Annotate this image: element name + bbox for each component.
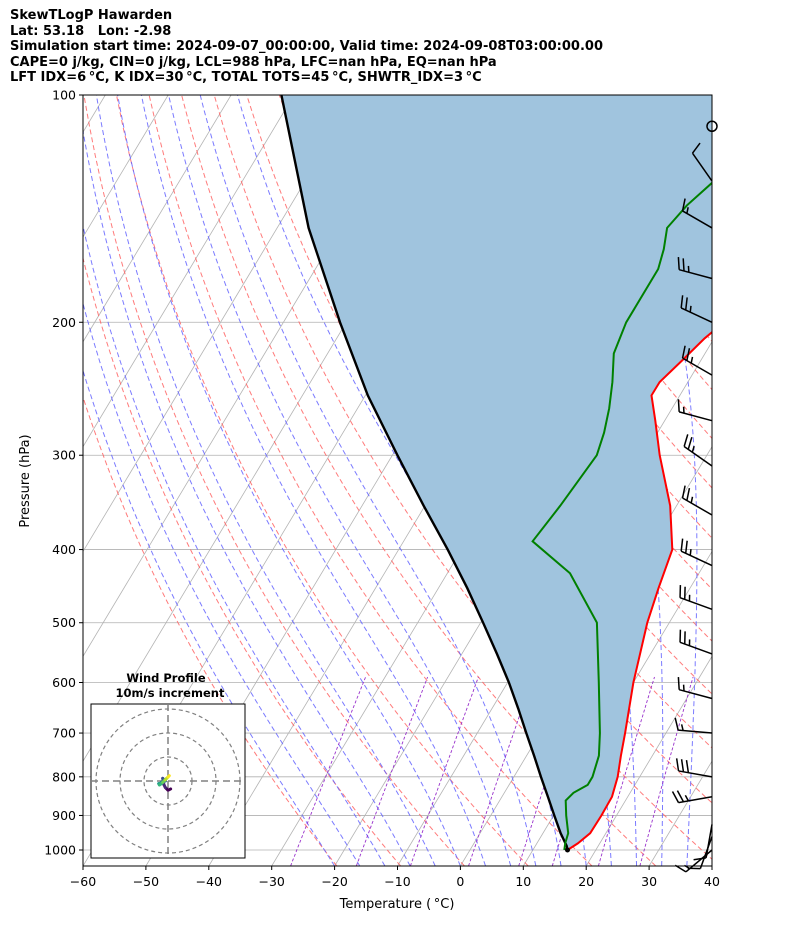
moist-adiabat-line [117, 95, 461, 866]
isotherm-line [585, 655, 712, 866]
moist-adiabat-line [709, 95, 712, 866]
title-station: SkewTLogP Hawarden [10, 8, 173, 23]
x-tick-label: −10 [384, 874, 410, 889]
y-tick-label: 800 [52, 769, 76, 784]
hodograph [91, 704, 245, 858]
wind-barb [683, 434, 713, 467]
x-tick-label: −60 [70, 874, 96, 889]
profiles [280, 95, 712, 853]
cape-region [281, 95, 712, 850]
wind-barb [693, 824, 713, 861]
wind-barb [679, 585, 713, 611]
wind-barb [671, 790, 713, 804]
dry-adiabat-line [702, 95, 712, 109]
y-tick-label: 700 [52, 726, 76, 741]
surface-parcel-marker [564, 847, 570, 853]
y-tick-label: 600 [52, 675, 76, 690]
inset-title: Wind Profile [126, 671, 206, 685]
moist-adiabat-line [595, 95, 698, 866]
wind-barb [677, 677, 713, 700]
dry-adiabat-line [311, 95, 712, 695]
wind-barb [687, 836, 713, 870]
moist-adiabat-line [83, 368, 336, 866]
x-tick-label: −30 [259, 874, 285, 889]
isotherm-line [83, 95, 232, 343]
mixing-ratio-line [409, 676, 479, 866]
cin-shading [281, 95, 712, 850]
wind-barb [691, 142, 713, 182]
y-tick-label: 900 [52, 808, 76, 823]
dry-adiabat-line [83, 256, 402, 866]
mixing-ratio-line [468, 676, 534, 866]
y-tick-label: 500 [52, 615, 76, 630]
x-tick-label: 40 [704, 874, 720, 889]
dewpoint-profile-line [531, 181, 712, 851]
isotherm-line [711, 865, 712, 866]
wind-barb [681, 485, 713, 516]
mixing-ratio-line [597, 676, 655, 866]
y-axis-label: Pressure (hPa) [18, 434, 33, 527]
mixing-ratio-line [355, 676, 429, 866]
wind-barb [681, 198, 713, 229]
wind-barbs [671, 120, 718, 873]
moist-adiabat-line [168, 95, 512, 866]
inset-subtitle: 10m/s increment [116, 686, 225, 700]
wind-profile-inset: Wind Profile 10m/s increment [90, 671, 246, 859]
parcel-profile-line [280, 95, 569, 851]
dry-adiabat-line [116, 95, 529, 866]
x-tick-label: 0 [456, 874, 464, 889]
y-tick-label: 300 [52, 448, 76, 463]
hodograph-segment [166, 774, 171, 779]
title-location: Lat: 53.18 Lon: -2.98 [10, 23, 172, 39]
chart-title-block: SkewTLogP Hawarden Lat: 53.18 Lon: -2.98… [10, 8, 603, 86]
moist-adiabat-line [83, 127, 411, 866]
moist-adiabat-line [199, 95, 537, 866]
x-tick-label: −50 [133, 874, 159, 889]
dry-adiabat-line [83, 395, 338, 866]
dry-adiabat-line [83, 95, 465, 866]
x-tick-label: 30 [641, 874, 657, 889]
isotherm-line [83, 95, 169, 238]
title-stability-indices: LFT IDX=6 °C, K IDX=30 °C, TOTAL TOTS=45… [10, 70, 482, 86]
wind-barb [679, 629, 713, 655]
title-times: Simulation start time: 2024-09-07_00:00:… [10, 39, 603, 55]
moist-adiabat-line [737, 95, 794, 866]
mixing-ratio-line [290, 676, 367, 866]
moist-adiabat-line [140, 95, 487, 866]
y-tick-label: 100 [52, 88, 76, 103]
x-tick-label: 20 [578, 874, 594, 889]
dry-adiabat-line [474, 95, 712, 440]
title-cape-indices: CAPE=0 j/kg, CIN=0 j/kg, LCL=988 hPa, LF… [10, 54, 497, 70]
wind-barb [674, 717, 713, 734]
wind-barb [681, 345, 713, 376]
x-axis-label: Temperature ( °C) [339, 897, 455, 912]
wind-barb [677, 257, 713, 280]
mixing-ratio-line [639, 676, 694, 866]
isotherm-line [83, 95, 295, 448]
wind-barb [677, 399, 713, 422]
moist-adiabat-line [83, 223, 386, 866]
wind-barb [706, 120, 718, 133]
dry-adiabat-line [148, 95, 593, 866]
moist-adiabat-line [95, 95, 436, 866]
axis-ticks: −60 −50 −40 −30 −20 −10 0 10 20 30 40 1000 900 800 700… [44, 88, 720, 890]
x-tick-label: −40 [196, 874, 222, 889]
y-tick-label: 400 [52, 542, 76, 557]
isotherm-line [83, 95, 358, 553]
y-tick-label: 200 [52, 315, 76, 330]
x-tick-label: 10 [515, 874, 531, 889]
temperature-profile-line [566, 330, 712, 851]
wind-barb [675, 758, 713, 778]
wind-barb [680, 538, 713, 567]
wind-barb [680, 295, 713, 323]
moist-adiabat-line [83, 301, 361, 866]
y-tick-label: 1000 [44, 843, 76, 858]
x-tick-label: −20 [321, 874, 347, 889]
